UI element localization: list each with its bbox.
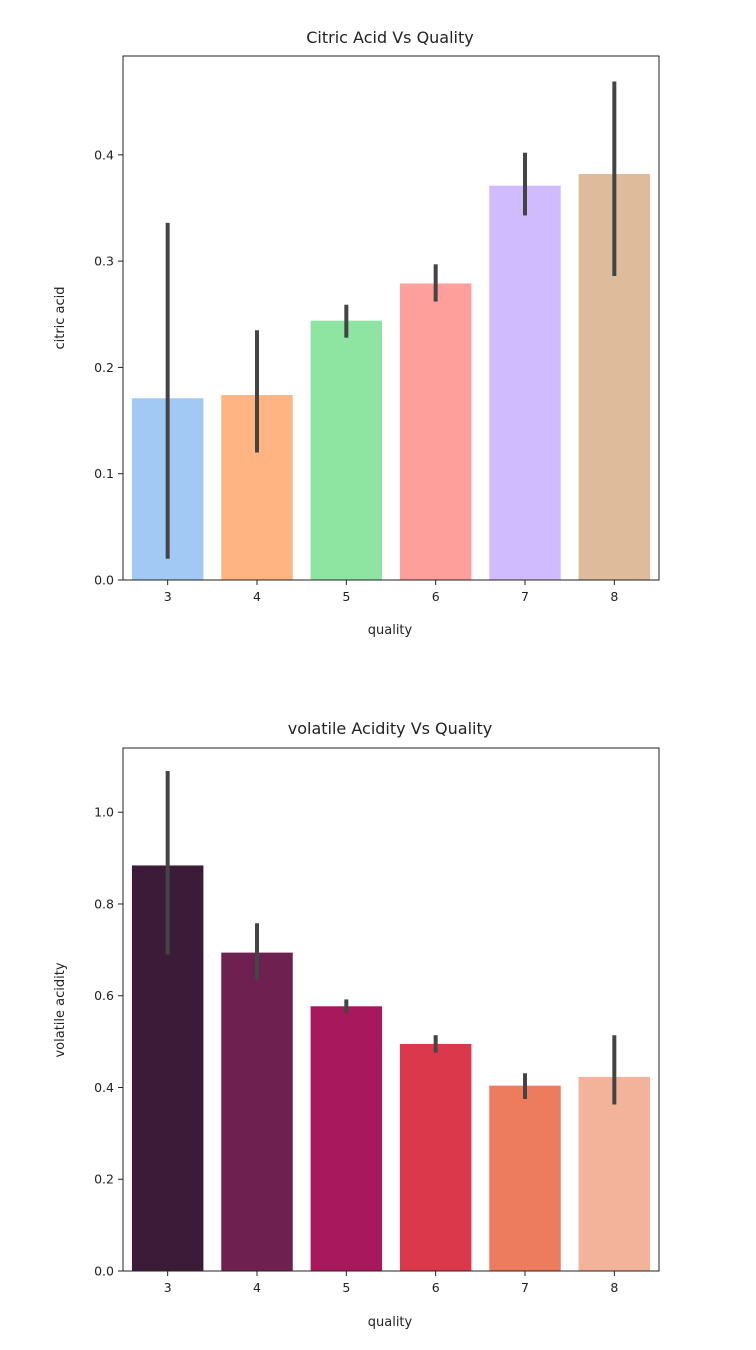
x-tick-label: 5 [342, 589, 350, 604]
y-axis-label: citric acid [53, 286, 68, 349]
x-tick-label: 6 [432, 1280, 440, 1295]
y-tick-label: 1.0 [94, 805, 114, 820]
x-tick-label: 3 [164, 1280, 172, 1295]
y-tick-label: 0.6 [94, 988, 114, 1003]
x-tick-label: 7 [521, 1280, 529, 1295]
y-tick-label: 0.1 [94, 466, 114, 481]
chart-title: Citric Acid Vs Quality [306, 28, 473, 47]
y-tick-label: 0.2 [94, 360, 114, 375]
bar-5 [310, 320, 383, 580]
y-axis-label: volatile acidity [53, 962, 68, 1057]
bar-5 [310, 1006, 383, 1271]
y-tick-label: 0.4 [94, 1080, 114, 1095]
bar-7 [489, 185, 561, 581]
y-tick-label: 0.2 [94, 1172, 114, 1187]
bar-6 [399, 1043, 472, 1271]
chart-title: volatile Acidity Vs Quality [288, 719, 492, 738]
x-axis-label: quality [368, 1315, 413, 1330]
y-tick-label: 0.4 [94, 147, 114, 162]
bar-6 [399, 283, 472, 580]
y-tick-label: 0.0 [94, 573, 114, 588]
x-tick-label: 4 [253, 589, 261, 604]
x-tick-label: 3 [164, 589, 172, 604]
x-tick-label: 8 [610, 589, 618, 604]
y-tick-label: 0.3 [94, 254, 114, 269]
bar-4 [221, 952, 293, 1271]
x-tick-label: 8 [610, 1280, 618, 1295]
x-axis-label: quality [368, 623, 413, 638]
x-tick-label: 5 [342, 1280, 350, 1295]
plot-frame [122, 747, 660, 1272]
bar-7 [489, 1085, 561, 1271]
x-tick-label: 4 [253, 1280, 261, 1295]
plot-frame [122, 55, 660, 581]
chart-volatile-acidity: volatile Acidity Vs Quality quality vola… [53, 719, 660, 1330]
y-tick-label: 0.0 [94, 1264, 114, 1279]
x-tick-label: 7 [521, 589, 529, 604]
y-tick-label: 0.8 [94, 896, 114, 911]
x-tick-label: 6 [432, 589, 440, 604]
chart-citric-acid: Citric Acid Vs Quality quality citric ac… [53, 28, 660, 638]
bar-8 [578, 1076, 651, 1271]
